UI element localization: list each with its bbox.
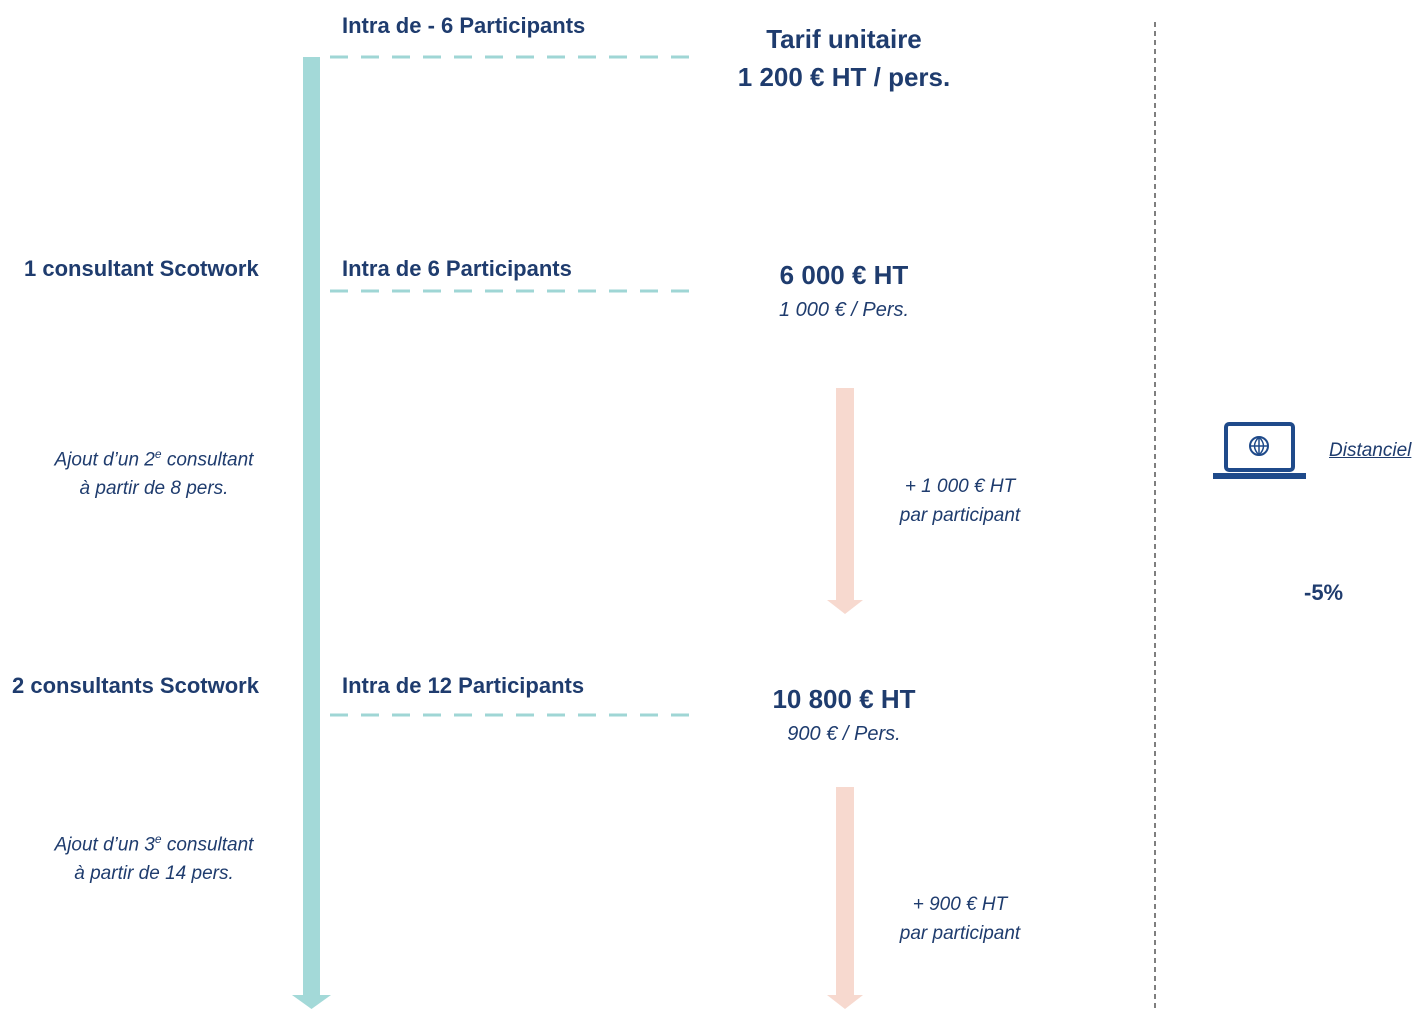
price-detail: 1 000 € / Pers. xyxy=(778,299,910,321)
note-sup: e xyxy=(154,447,162,461)
note-sup: e xyxy=(154,832,162,846)
price-detail: 1 200 € HT / pers. xyxy=(737,62,951,92)
increment-unit: par participant xyxy=(899,505,1021,526)
tier-label: Intra de 12 Participants xyxy=(342,673,585,698)
note: Ajout d’un 2e consultant à partir de 8 pe… xyxy=(55,440,254,503)
increment-arrowhead xyxy=(827,995,863,1009)
increment-arrow xyxy=(836,388,854,600)
increment-arrowhead xyxy=(827,600,863,614)
note-text: Ajout d’un 2 xyxy=(54,449,155,471)
increment-unit: par participant xyxy=(899,923,1021,944)
increment-arrow xyxy=(836,787,854,995)
remote-label: Distanciel xyxy=(1329,440,1412,461)
tier-label: Intra de 6 Participants xyxy=(342,256,572,281)
timeline-arrowhead xyxy=(292,995,331,1009)
price-detail: 900 € / Pers. xyxy=(787,723,901,745)
note-text: consultant xyxy=(161,834,254,856)
price-label: 10 800 € HT xyxy=(772,684,916,714)
tier-label: Intra de - 6 Participants xyxy=(342,13,586,38)
note-text: Ajout d’un 3 xyxy=(54,834,155,856)
note-text: à partir de 8 pers. xyxy=(79,478,229,500)
note-text: consultant xyxy=(161,449,254,471)
laptop-icon xyxy=(1213,422,1306,479)
price-label: Tarif unitaire xyxy=(766,24,922,54)
note: Ajout d’un 3e consultant à partir de 14 p… xyxy=(55,825,254,888)
consultant-label: 2 consultants Scotwork xyxy=(12,673,259,698)
remote-discount: -5% xyxy=(1304,580,1344,605)
increment: + 1 000 € HT par participant xyxy=(900,472,1020,530)
consultant-label: 1 consultant Scotwork xyxy=(24,256,259,281)
timeline-bar xyxy=(303,57,320,995)
increment-amount: + 1 000 € HT xyxy=(904,476,1016,497)
increment-amount: + 900 € HT xyxy=(912,894,1008,915)
price-label: 6 000 € HT xyxy=(779,260,909,290)
tier-lines xyxy=(330,55,700,717)
increment: + 900 € HT par participant xyxy=(900,890,1020,948)
note-text: à partir de 14 pers. xyxy=(74,863,234,885)
